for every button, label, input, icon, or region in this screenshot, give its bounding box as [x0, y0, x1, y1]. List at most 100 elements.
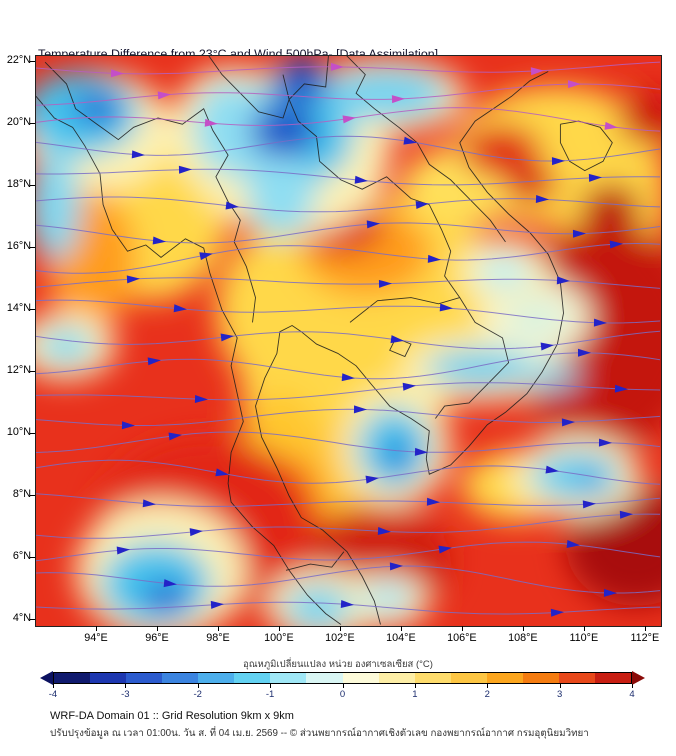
wind-arrow-icon: [551, 157, 565, 166]
streamline: [36, 382, 661, 401]
x-tick-mark: [400, 626, 402, 631]
wind-arrow-icon: [366, 220, 380, 229]
wind-arrow-icon: [163, 579, 177, 588]
y-tick-label: 20°N: [6, 116, 31, 129]
x-tick-mark: [339, 626, 341, 631]
streamline: [36, 222, 661, 244]
colorbar-segment: [54, 673, 91, 683]
streamline: [36, 196, 661, 213]
colorbar-right-arrow: [632, 671, 645, 685]
wind-arrow-icon: [614, 384, 628, 393]
streamline: [36, 242, 661, 274]
colorbar-segment: [162, 673, 199, 683]
colorbar-segment: [126, 673, 163, 683]
colorbar-segment: [378, 673, 415, 683]
streamline: [36, 493, 661, 507]
colorbar-tick-mark: [53, 684, 54, 688]
y-tick-label: 6°N: [12, 550, 31, 563]
footer-update-info: ปรับปรุงข้อมูล ณ เวลา 01:00น. วัน ส. ที่…: [50, 728, 589, 739]
streamline: [36, 83, 661, 106]
x-tick-label: 108°E: [508, 632, 538, 644]
wind-arrow-icon: [598, 438, 612, 447]
wind-arrow-icon: [354, 175, 368, 184]
y-tick-mark: [30, 557, 35, 559]
colorbar-segment: [306, 673, 343, 683]
colorbar-segment: [270, 673, 307, 683]
streamline: [36, 330, 661, 350]
wind-arrow-icon: [588, 173, 602, 182]
streamline: [36, 431, 661, 453]
y-tick-mark: [30, 247, 35, 249]
streamline: [36, 61, 661, 75]
wind-arrow-icon: [199, 252, 213, 261]
colorbar-tick-label: 4: [629, 689, 635, 700]
wind-arrow-icon: [619, 510, 633, 519]
wind-arrow-icon: [220, 333, 234, 342]
wind-arrow-icon: [577, 348, 591, 357]
x-tick-label: 102°E: [325, 632, 355, 644]
temperature-wind-map: [36, 56, 661, 626]
colorbar-tick-label: 2: [484, 689, 490, 700]
x-tick-mark: [156, 626, 158, 631]
wind-arrow-icon: [173, 304, 187, 313]
wind-arrow-icon: [390, 335, 404, 344]
colorbar-segments: [53, 672, 632, 684]
colorbar-segment: [90, 673, 127, 683]
colorbar-segment: [522, 673, 559, 683]
wind-arrow-icon: [330, 62, 344, 71]
wind-arrow-icon: [194, 395, 208, 404]
wind-arrow-icon: [572, 229, 586, 238]
colorbar-segment: [234, 673, 271, 683]
x-tick-label: 100°E: [264, 632, 294, 644]
y-tick-mark: [30, 619, 35, 621]
streamline: [36, 277, 661, 289]
colorbar-tick-label: -4: [48, 689, 58, 700]
wind-arrow-icon: [414, 447, 428, 456]
wind-arrow-icon: [142, 499, 156, 508]
wind-arrow-icon: [121, 421, 135, 430]
wind-arrow-icon: [530, 67, 544, 76]
streamline: [36, 541, 661, 562]
x-tick-label: 104°E: [386, 632, 416, 644]
wind-arrow-icon: [152, 236, 166, 245]
y-tick-label: 18°N: [6, 178, 31, 191]
wind-arrow-icon: [377, 527, 391, 536]
y-tick-label: 10°N: [6, 426, 31, 439]
colorbar-label: อุณหภูมิเปลี่ยนแปลง หน่วย องศาเซลเซียส (…: [243, 659, 433, 670]
y-tick-label: 22°N: [6, 54, 31, 67]
wind-arrow-icon: [402, 382, 416, 391]
wind-arrow-icon: [157, 91, 171, 100]
wind-arrow-icon: [210, 600, 224, 609]
y-tick-mark: [30, 309, 35, 311]
wind-arrow-icon: [215, 468, 229, 477]
wind-arrow-icon: [340, 599, 354, 608]
colorbar-tick-mark: [270, 684, 272, 688]
y-tick-label: 4°N: [12, 612, 31, 625]
y-tick-mark: [30, 185, 35, 187]
colorbar-tick-label: -2: [193, 689, 202, 700]
wind-arrow-icon: [365, 475, 379, 484]
colorbar-tick-label: -3: [121, 689, 130, 700]
x-tick-mark: [96, 626, 97, 631]
x-tick-mark: [461, 626, 463, 631]
y-tick-mark: [30, 61, 35, 63]
colorbar-tick-mark: [632, 684, 633, 688]
wind-arrow-icon: [556, 276, 570, 285]
wind-arrow-icon: [168, 432, 182, 441]
colorbar-tick-mark: [342, 684, 344, 688]
streamline: [36, 565, 661, 594]
wind-arrow-icon: [426, 497, 440, 506]
x-tick-label: 106°E: [447, 632, 477, 644]
x-tick-label: 96°E: [145, 632, 169, 644]
wind-arrow-icon: [147, 357, 161, 366]
colorbar-tick-label: 1: [412, 689, 418, 700]
wind-arrow-icon: [593, 318, 607, 327]
colorbar-tick-label: 0: [339, 689, 346, 700]
wind-arrow-icon: [391, 95, 405, 104]
colorbar: [40, 671, 645, 685]
wind-arrow-icon: [341, 373, 355, 382]
wind-streamlines: [36, 61, 661, 617]
colorbar-segment: [558, 673, 595, 683]
streamline: [36, 299, 661, 324]
